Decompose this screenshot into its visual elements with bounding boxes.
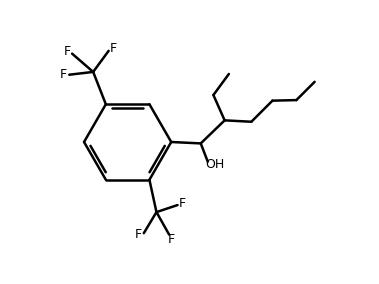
Text: F: F [168, 233, 175, 246]
Text: F: F [60, 68, 67, 81]
Text: F: F [135, 228, 142, 241]
Text: OH: OH [205, 158, 224, 171]
Text: F: F [63, 45, 70, 58]
Text: F: F [179, 197, 186, 210]
Text: F: F [110, 42, 117, 55]
